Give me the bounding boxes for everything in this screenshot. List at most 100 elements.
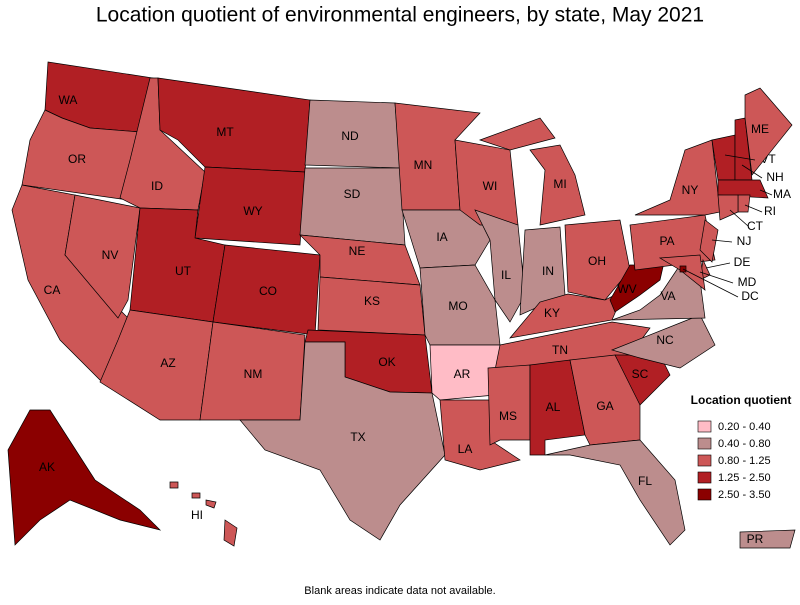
legend-title: Location quotient [691, 393, 792, 407]
state-shape [717, 194, 739, 221]
state-label: DE [734, 255, 751, 269]
state: NJ [699, 219, 752, 263]
state-shape [169, 481, 238, 547]
state-shape [717, 179, 769, 199]
state: ME [744, 87, 793, 176]
state-label: MS [499, 409, 517, 423]
state-shape [658, 254, 706, 291]
state-label: SC [632, 367, 649, 381]
state-label: SD [344, 187, 361, 201]
state-label: MD [738, 275, 757, 289]
legend-label: 0.40 - 0.80 [718, 438, 771, 450]
state-label: GA [596, 399, 613, 413]
state: MD [658, 254, 757, 291]
title: Location quotient of environmental engin… [96, 4, 704, 27]
state: AZ [99, 309, 214, 421]
state: OH [564, 219, 631, 301]
footnote: Blank areas indicate data not available. [304, 585, 495, 597]
state-label: KY [544, 306, 560, 320]
state-label: IA [436, 230, 447, 244]
state-label: NM [244, 367, 263, 381]
state-label: RI [764, 204, 776, 218]
state-label: TN [552, 343, 568, 357]
state: AL [529, 359, 586, 456]
state-label: CT [747, 219, 764, 233]
legend-label: 0.20 - 0.40 [718, 421, 771, 433]
state-shape [699, 219, 719, 263]
state-label: WY [243, 204, 262, 218]
state: IN [519, 226, 566, 316]
state: NC [610, 314, 716, 369]
state-shape [239, 341, 446, 541]
state-label: IL [501, 268, 511, 282]
state-label: ID [151, 179, 163, 193]
state: NV [64, 194, 141, 319]
state-label: WI [483, 179, 498, 193]
state: ND [304, 99, 401, 169]
state-label: WA [59, 93, 78, 107]
state: CO [212, 244, 321, 336]
state-label: DC [741, 289, 759, 303]
state-label: UT [175, 264, 192, 278]
state-label: AL [546, 400, 561, 414]
state-label: AZ [160, 356, 175, 370]
legend-swatch [697, 420, 712, 433]
state: TX [239, 341, 446, 541]
state-shape [64, 194, 141, 319]
state-shape [487, 364, 531, 446]
state-shape [194, 166, 306, 246]
state-shape [429, 344, 501, 401]
state-label: MT [216, 125, 234, 139]
state: WV [609, 257, 666, 313]
legend-swatch [697, 454, 712, 467]
state-label: CO [259, 284, 277, 298]
state-shape [478, 117, 586, 226]
state-label: FL [638, 474, 652, 488]
state-label: KS [364, 294, 380, 308]
state-label: PA [659, 234, 674, 248]
state-label: OH [588, 254, 606, 268]
state-shape [744, 87, 793, 176]
state-shape [739, 529, 796, 549]
state: SC [614, 354, 671, 406]
state: MI [478, 117, 586, 226]
leader-lines [682, 154, 773, 298]
state-label: MI [553, 177, 566, 191]
state-label: OK [378, 355, 395, 369]
state-label: PR [747, 532, 764, 546]
state-label: MN [414, 158, 433, 172]
state: KS [317, 276, 426, 336]
state: SD [299, 167, 406, 246]
state-shape [7, 409, 162, 546]
state: MN [394, 102, 481, 211]
state-shape [610, 314, 716, 369]
state: MA [717, 179, 791, 201]
state: NM [199, 321, 306, 421]
state-label: NV [102, 248, 119, 262]
state-label: MO [448, 299, 467, 313]
state-label: ND [341, 129, 359, 143]
state-shape [299, 167, 406, 246]
state: HI [169, 481, 238, 547]
legend-swatch [697, 437, 712, 450]
state-shape [609, 257, 666, 313]
state: NE [299, 234, 421, 286]
state-label: NC [656, 333, 674, 347]
state: FL [544, 439, 686, 546]
state: CT [717, 194, 764, 233]
state: WI [454, 139, 519, 226]
state-label: OR [68, 152, 86, 166]
state-label: ME [751, 122, 769, 136]
state: AR [429, 344, 501, 401]
state-label: WV [617, 282, 636, 296]
state-label: MA [773, 187, 791, 201]
state-label: NJ [737, 234, 752, 248]
state-label: TX [350, 430, 365, 444]
state-label: NY [682, 183, 699, 197]
state: WY [194, 166, 306, 246]
state-label: HI [191, 508, 203, 522]
state-shape [544, 439, 686, 546]
state-label: AR [454, 367, 471, 381]
state-label: CA [44, 283, 61, 297]
